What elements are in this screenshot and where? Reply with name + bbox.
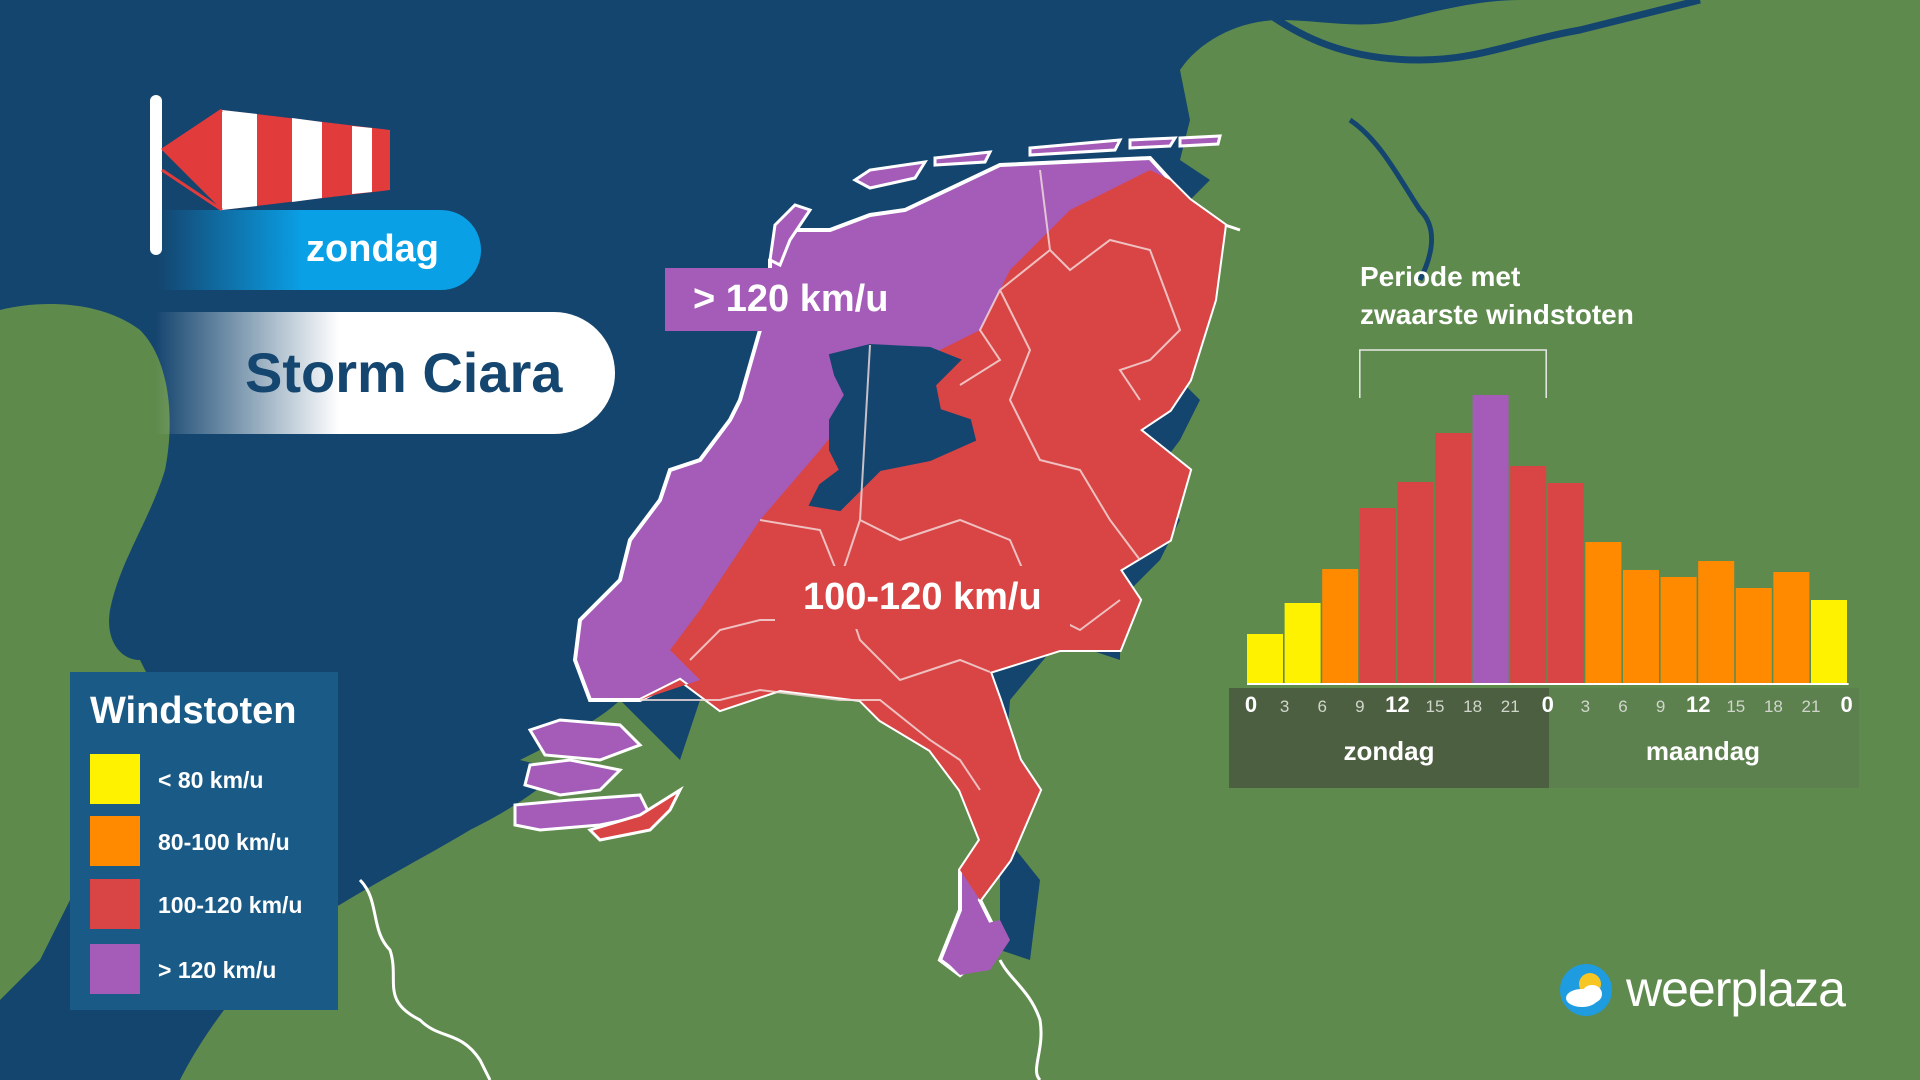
chart-bar (1585, 542, 1622, 684)
chart-tick-label: 12 (1686, 692, 1710, 717)
wadden-island-1 (852, 160, 928, 190)
legend-title: Windstoten (90, 690, 297, 732)
nl-red-zone (640, 170, 1225, 900)
peak-bracket (1359, 349, 1547, 398)
chart-day-label: zondag (1344, 736, 1435, 766)
chart-bar (1247, 634, 1283, 684)
legend-item: 100-120 km/u (90, 879, 330, 929)
chart-bar (1698, 561, 1735, 684)
logo-text: weerplaza (1626, 961, 1846, 1017)
chart-title-line1: Periode met (1360, 261, 1521, 292)
chart-bar (1472, 395, 1509, 684)
chart-tick-label: 6 (1618, 697, 1627, 716)
legend-label: 80-100 km/u (158, 829, 290, 855)
map-label-red-text: 100-120 km/u (803, 576, 1042, 618)
chart-tick-label: 9 (1656, 697, 1665, 716)
wadden-island-2 (933, 150, 993, 167)
chart-tick-label: 0 (1840, 692, 1852, 717)
legend-item: 80-100 km/u (90, 816, 330, 866)
title-pill: Storm Ciara (155, 312, 615, 434)
legend-item: > 120 km/u (90, 944, 330, 994)
chart-bar (1773, 572, 1810, 684)
legend-label: 100-120 km/u (158, 892, 303, 918)
zeeland-island-2 (523, 758, 624, 797)
chart-tick-label: 21 (1802, 697, 1821, 716)
chart-bar (1322, 569, 1359, 684)
map-label-red: 100-120 km/u (775, 566, 1070, 629)
chart-tick-label: 3 (1581, 697, 1590, 716)
river (1247, 0, 1701, 64)
legend-swatch (90, 944, 140, 994)
chart-tick-label: 18 (1764, 697, 1783, 716)
day-pill: zondag (158, 210, 481, 290)
legend-label: > 120 km/u (158, 957, 277, 983)
chart-tick-label: 12 (1385, 692, 1409, 717)
chart-bar (1811, 600, 1847, 684)
chart-day-label: maandag (1646, 736, 1760, 766)
wadden-island-5 (1178, 134, 1222, 148)
chart-bar (1359, 508, 1396, 684)
chart-bar (1547, 483, 1584, 684)
chart-title: Periode met zwaarste windstoten (1360, 258, 1634, 334)
wadden-island-4 (1128, 136, 1178, 150)
chart-tick-label: 15 (1726, 697, 1745, 716)
chart-tick-label: 0 (1245, 692, 1257, 717)
chart-tick-label: 18 (1463, 697, 1482, 716)
map-label-purple: > 120 km/u (665, 268, 917, 331)
country-borders (358, 223, 1241, 1080)
chart-bar (1397, 482, 1434, 684)
wadden-island-3 (1028, 138, 1123, 157)
axis-panel-zondag (1229, 688, 1549, 788)
chart-tick-label: 21 (1501, 697, 1520, 716)
chart-tick-label: 9 (1355, 697, 1364, 716)
legend: Windstoten < 80 km/u 80-100 km/u 100-120… (70, 672, 338, 1010)
zeeland-island-1 (527, 718, 643, 762)
chart-tick-label: 0 (1542, 692, 1554, 717)
river-ems (1348, 117, 1435, 282)
ijsselmeer (808, 343, 977, 512)
legend-swatch (90, 754, 140, 804)
texel (768, 203, 813, 268)
page-title: Storm Ciara (245, 341, 563, 404)
legend-swatch (90, 816, 140, 866)
land-england (0, 304, 170, 1000)
windsock-icon (150, 95, 390, 255)
weerplaza-logo: weerplaza (1560, 960, 1860, 1024)
chart-bar (1623, 570, 1659, 684)
chart-tick-label: 15 (1426, 697, 1445, 716)
chart-bar (1510, 466, 1547, 684)
cloud-sun-icon (1560, 964, 1612, 1016)
chart-bar (1735, 588, 1772, 684)
chart-tick-label: 3 (1280, 697, 1289, 716)
axis-panel-maandag (1549, 688, 1859, 788)
chart-bar (1435, 433, 1471, 684)
map-label-purple-text: > 120 km/u (693, 278, 889, 320)
nl-purple-south (945, 920, 1010, 975)
chart-bar (1284, 603, 1321, 684)
day-label: zondag (306, 228, 439, 270)
zeeland-flanders (587, 785, 684, 842)
chart-bar (1660, 577, 1697, 684)
legend-item: < 80 km/u (90, 754, 330, 804)
legend-label: < 80 km/u (158, 767, 264, 793)
chart-title-line2: zwaarste windstoten (1360, 299, 1634, 330)
legend-swatch (90, 879, 140, 929)
chart-tick-label: 6 (1317, 697, 1326, 716)
